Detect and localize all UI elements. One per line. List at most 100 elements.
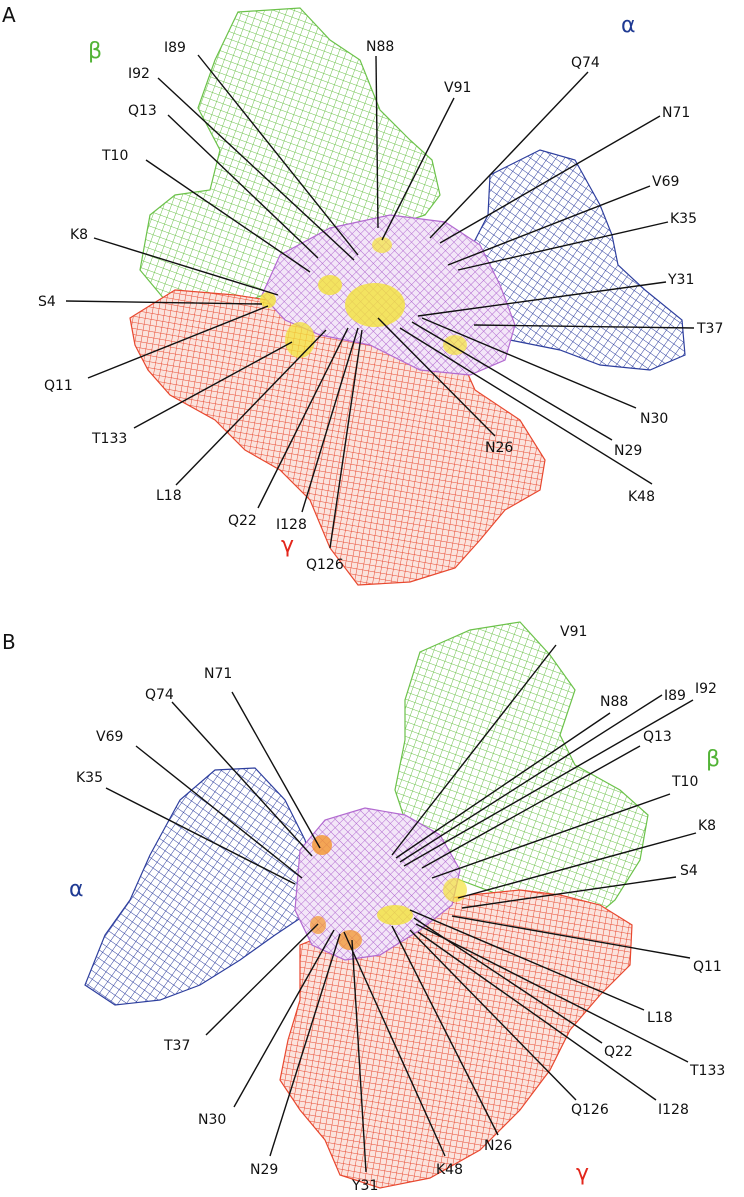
leader-line bbox=[171, 701, 313, 857]
residue-label: Q13 bbox=[128, 103, 157, 119]
contact-patch bbox=[377, 905, 413, 925]
panel-letter-a: A bbox=[2, 3, 16, 27]
contact-patch bbox=[338, 930, 362, 950]
residue-label: Q22 bbox=[228, 513, 257, 529]
panel-a: A α β γ bbox=[2, 3, 723, 586]
leader-line bbox=[399, 694, 663, 863]
residue-label: S4 bbox=[680, 863, 698, 879]
leader-line bbox=[93, 237, 279, 296]
leader-line bbox=[421, 317, 637, 409]
leader-line bbox=[257, 327, 349, 509]
leader-line bbox=[65, 300, 263, 305]
residue-label: S4 bbox=[38, 294, 56, 310]
leader-line bbox=[157, 77, 355, 261]
residue-label: V91 bbox=[444, 80, 471, 96]
residue-label: K35 bbox=[76, 770, 103, 786]
contact-patch bbox=[312, 835, 332, 855]
contact-patch bbox=[318, 275, 342, 295]
contact-patch bbox=[260, 292, 276, 308]
residue-label: K35 bbox=[670, 211, 697, 227]
alpha-label: α bbox=[621, 13, 636, 38]
residue-label: V91 bbox=[560, 624, 587, 640]
residue-label: K8 bbox=[70, 227, 88, 243]
residue-label: N29 bbox=[614, 443, 642, 459]
beta-subunit-surface bbox=[394, 621, 649, 931]
gamma-label: γ bbox=[576, 1161, 589, 1186]
residue-label: I89 bbox=[164, 40, 186, 56]
leader-line bbox=[329, 329, 363, 549]
residue-label: N26 bbox=[485, 440, 513, 456]
leader-line bbox=[403, 699, 694, 867]
leader-line bbox=[351, 939, 367, 1173]
panel-b: B α β γ bbox=[2, 621, 725, 1194]
leader-line bbox=[395, 712, 611, 859]
residue-label: K48 bbox=[628, 489, 655, 505]
leader-line bbox=[457, 832, 697, 899]
residue-label: Q126 bbox=[306, 557, 344, 573]
leader-line bbox=[431, 793, 671, 879]
residue-label: N30 bbox=[640, 411, 668, 427]
residue-label: V69 bbox=[96, 729, 123, 745]
leader-line bbox=[231, 691, 321, 849]
residue-label: T37 bbox=[696, 321, 723, 337]
residue-label: N88 bbox=[600, 694, 628, 710]
leader-line bbox=[133, 341, 293, 429]
leader-line bbox=[409, 909, 645, 1011]
leader-line bbox=[417, 931, 657, 1101]
residue-label: K48 bbox=[436, 1162, 463, 1178]
leader-line bbox=[439, 115, 661, 244]
leader-line bbox=[429, 71, 589, 239]
residue-label: L18 bbox=[156, 488, 182, 504]
leader-line bbox=[135, 745, 303, 879]
leader-line bbox=[381, 97, 455, 241]
leader-line bbox=[269, 933, 341, 1157]
alpha-label: α bbox=[69, 877, 84, 902]
leader-line bbox=[175, 329, 327, 486]
residue-label: N26 bbox=[484, 1138, 512, 1154]
leader-line bbox=[417, 281, 667, 317]
residue-label: N88 bbox=[366, 39, 394, 55]
leader-line bbox=[375, 55, 379, 229]
leader-line bbox=[197, 54, 359, 256]
leader-line bbox=[457, 221, 669, 271]
residue-label: T37 bbox=[163, 1038, 190, 1054]
residue-label: Y31 bbox=[351, 1178, 378, 1194]
residue-label: N30 bbox=[198, 1112, 226, 1128]
leader-line bbox=[391, 644, 557, 856]
leader-line bbox=[409, 929, 577, 1101]
residue-label: Q126 bbox=[571, 1102, 609, 1118]
residue-label: Q11 bbox=[44, 378, 73, 394]
leader-line bbox=[391, 925, 499, 1136]
panel-letter-b: B bbox=[2, 630, 16, 654]
leader-line bbox=[411, 321, 613, 441]
beta-label: β bbox=[706, 747, 720, 772]
leader-line bbox=[447, 185, 651, 266]
beta-label: β bbox=[88, 39, 102, 64]
residue-label: T133 bbox=[91, 431, 127, 447]
leader-line bbox=[145, 159, 311, 273]
leader-line bbox=[377, 317, 496, 437]
leader-line bbox=[451, 915, 691, 959]
residue-label: T133 bbox=[689, 1063, 725, 1079]
residue-label: I92 bbox=[128, 66, 150, 82]
residue-label: I92 bbox=[695, 681, 717, 697]
residue-label: N29 bbox=[250, 1162, 278, 1178]
leader-line bbox=[421, 745, 641, 869]
leader-line bbox=[205, 923, 319, 1036]
residue-label: Q74 bbox=[145, 687, 174, 703]
gamma-subunit-surface bbox=[279, 889, 633, 1189]
residue-label: T10 bbox=[671, 774, 698, 790]
residue-label: V69 bbox=[652, 174, 679, 190]
residue-label: K8 bbox=[698, 818, 716, 834]
contact-patch bbox=[310, 916, 326, 934]
residue-label: L18 bbox=[647, 1010, 673, 1026]
leader-line bbox=[105, 787, 296, 885]
residue-label: Q22 bbox=[604, 1044, 633, 1060]
leader-line bbox=[87, 305, 269, 379]
contact-patch bbox=[285, 322, 315, 358]
leader-line bbox=[233, 929, 335, 1108]
leader-line bbox=[473, 324, 695, 329]
leader-line bbox=[167, 114, 319, 259]
leader-line bbox=[461, 876, 677, 909]
